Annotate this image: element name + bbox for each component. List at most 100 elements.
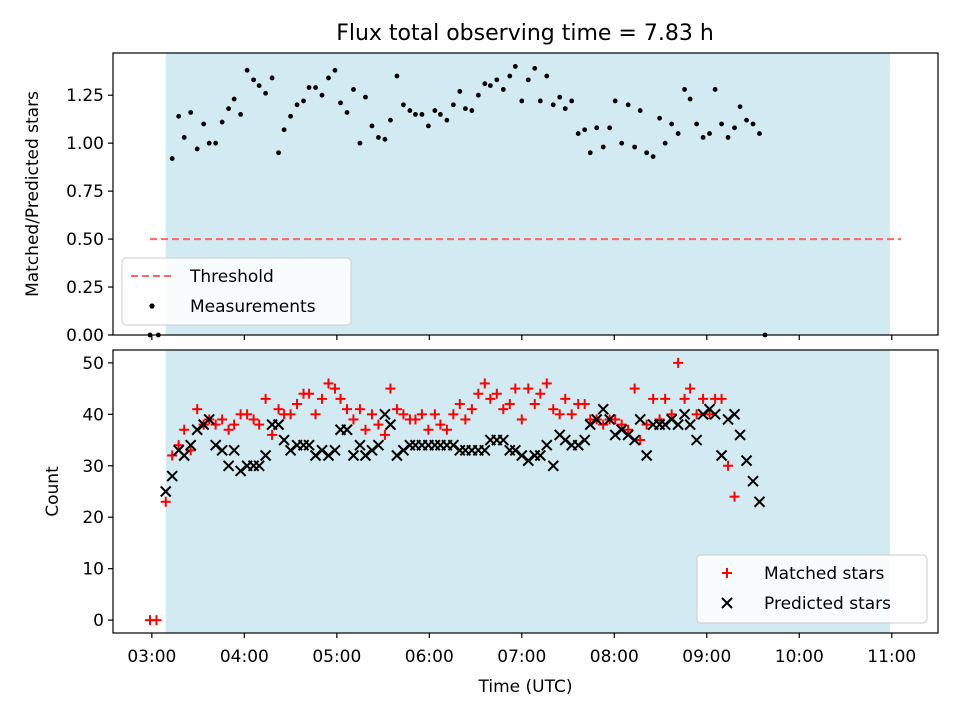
matched-star-point bbox=[254, 419, 265, 430]
matched-star-point bbox=[679, 393, 690, 404]
measurement-point bbox=[269, 75, 275, 81]
predicted-star-point bbox=[166, 470, 178, 482]
matched-star-point bbox=[535, 388, 546, 399]
predicted-star-point bbox=[603, 413, 616, 426]
matched-star-point bbox=[691, 409, 702, 420]
measurement-point bbox=[338, 100, 343, 106]
measurement-point bbox=[712, 87, 718, 92]
measurement-point bbox=[457, 88, 463, 94]
predicted-star-point bbox=[628, 434, 641, 446]
measurement-point bbox=[632, 144, 638, 150]
matched-star-point bbox=[666, 409, 677, 420]
x-stroke-b bbox=[228, 444, 240, 457]
predicted-star-point bbox=[728, 408, 741, 421]
predicted-star-point bbox=[253, 460, 265, 472]
x-tick-label: 07:00 bbox=[497, 647, 546, 667]
x-stroke-b bbox=[603, 413, 616, 426]
x-tick-label: 03:00 bbox=[127, 647, 176, 667]
predicted-star-point bbox=[272, 418, 285, 431]
matched-star-point bbox=[616, 419, 627, 430]
measurement-point bbox=[719, 121, 724, 127]
predicted-star-point bbox=[372, 439, 385, 451]
matched-star-point bbox=[248, 414, 259, 425]
y-tick-label: 50 bbox=[82, 354, 104, 374]
predicted-star-point bbox=[672, 418, 684, 431]
x-stroke-b bbox=[747, 475, 759, 487]
matched-star-point bbox=[354, 404, 365, 415]
legend-matched-swatch bbox=[722, 568, 732, 578]
matched-star-point bbox=[366, 409, 377, 420]
measurement-point bbox=[181, 135, 187, 140]
measurement-point bbox=[388, 117, 393, 123]
x-tick-label: 09:00 bbox=[682, 647, 731, 667]
measurement-point bbox=[444, 117, 450, 123]
matched-star-point bbox=[341, 404, 352, 415]
matched-star-point bbox=[654, 414, 665, 425]
measurement-point bbox=[532, 65, 538, 71]
measurement-point bbox=[687, 96, 693, 102]
x-stroke-b bbox=[278, 434, 290, 446]
measurement-point bbox=[376, 135, 381, 140]
count-panel-frame bbox=[112, 349, 939, 634]
measurement-point bbox=[413, 111, 418, 117]
measurement-point bbox=[231, 96, 237, 102]
measurement-point bbox=[256, 83, 262, 89]
measurement-point bbox=[351, 87, 356, 92]
x-stroke-b bbox=[715, 449, 728, 462]
measurement-point bbox=[669, 121, 675, 127]
predicted-star-point bbox=[747, 475, 759, 487]
predicted-star-point bbox=[541, 439, 553, 451]
y-tick-label: 20 bbox=[82, 508, 104, 528]
matched-star-point bbox=[641, 419, 652, 430]
matched-star-point bbox=[267, 429, 278, 440]
y-tick-label: 0.50 bbox=[66, 230, 104, 250]
x-stroke-b bbox=[753, 496, 766, 508]
measurement-point bbox=[525, 77, 531, 83]
measurement-point bbox=[644, 150, 650, 156]
measurement-point bbox=[682, 87, 687, 92]
ratio-y-ticks: 0.00 0.25 0.50 0.75 1.00 1.25 bbox=[66, 86, 113, 346]
measurement-point bbox=[319, 92, 325, 98]
matched-star-point bbox=[335, 393, 346, 404]
predicted-star-point bbox=[640, 449, 653, 462]
x-stroke-b bbox=[541, 439, 553, 451]
measurement-point bbox=[550, 102, 556, 108]
x-stroke-b bbox=[554, 429, 566, 441]
ratio-legend-box bbox=[121, 257, 352, 326]
matched-star-point bbox=[423, 424, 434, 435]
matched-star-point bbox=[151, 615, 162, 626]
y-tick-label: 0.25 bbox=[66, 278, 104, 298]
matched-star-point bbox=[498, 404, 509, 415]
matched-star-point bbox=[623, 424, 634, 435]
matched-star-point bbox=[466, 404, 477, 415]
x-stroke-b bbox=[740, 454, 753, 467]
measurement-point bbox=[357, 140, 363, 146]
predicted-star-point bbox=[753, 496, 766, 508]
measurement-point bbox=[326, 75, 331, 81]
measurement-point bbox=[206, 140, 212, 146]
predicted-star-point bbox=[347, 449, 360, 462]
predicted-star-point bbox=[222, 460, 235, 472]
measurement-point bbox=[707, 131, 712, 136]
y-tick-label: 0.75 bbox=[66, 182, 104, 202]
matched-star-point bbox=[210, 419, 221, 430]
measurement-point bbox=[732, 125, 737, 131]
predicted-star-point bbox=[690, 434, 703, 446]
matched-star-point bbox=[598, 419, 609, 430]
measurement-point bbox=[700, 135, 706, 140]
matched-star-point bbox=[560, 393, 571, 404]
predicted-star-point bbox=[684, 418, 696, 431]
x-stroke-b bbox=[734, 429, 746, 441]
measurement-point bbox=[425, 123, 431, 129]
x-stroke-b bbox=[222, 460, 235, 472]
matched-star-point bbox=[485, 393, 496, 404]
matched-star-point bbox=[566, 409, 577, 420]
x-stroke-b bbox=[634, 413, 646, 426]
measurement-point bbox=[263, 90, 269, 96]
matched-star-point bbox=[648, 393, 659, 404]
measurement-point bbox=[600, 144, 606, 150]
x-stroke-b bbox=[479, 444, 491, 457]
measurement-point bbox=[562, 106, 568, 112]
measurement-point bbox=[619, 140, 625, 146]
